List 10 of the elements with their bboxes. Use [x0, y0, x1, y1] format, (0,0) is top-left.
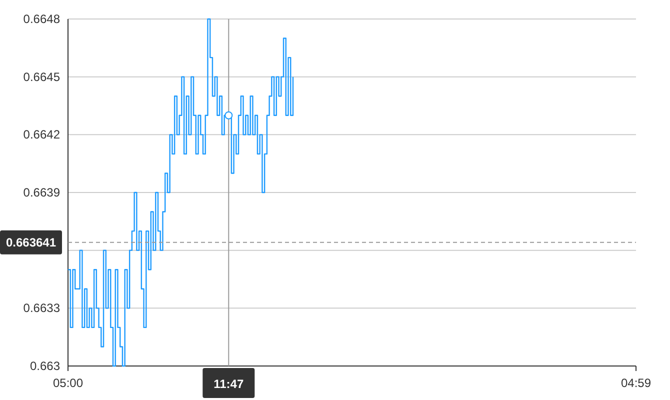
- y-tick-label: 0.6639: [23, 186, 60, 200]
- y-tick-label: 0.663: [30, 359, 60, 373]
- y-tick-label: 0.6642: [23, 128, 60, 142]
- y-tick-label: 0.6648: [23, 12, 60, 26]
- x-tick-label: 04:59: [620, 376, 652, 390]
- y-tick-label: 0.6633: [23, 301, 60, 316]
- ref-line-label: 0.663641: [6, 235, 56, 250]
- ref-line-label: 11:47: [214, 377, 244, 391]
- x-tick-label: 05:00: [52, 376, 84, 390]
- y-tick-label: 0.6645: [23, 70, 60, 84]
